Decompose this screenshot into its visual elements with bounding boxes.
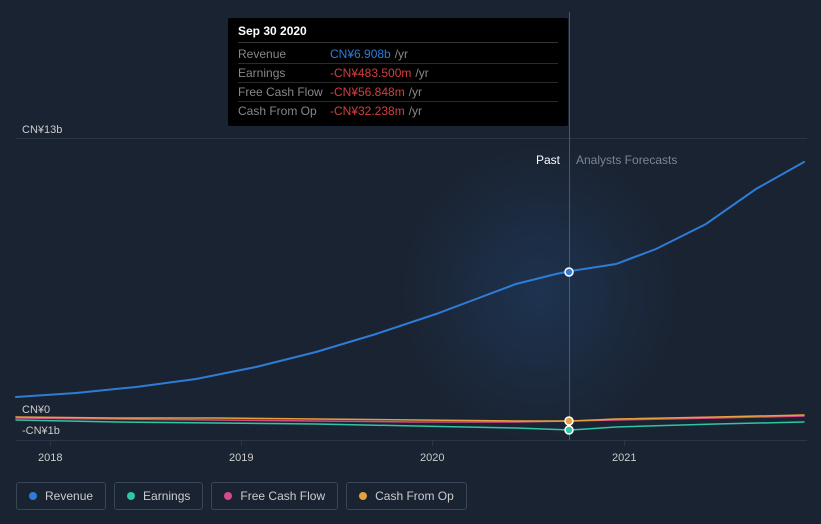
chart-svg	[16, 124, 804, 440]
tooltip-row: Earnings-CN¥483.500m/yr	[238, 64, 558, 83]
x-axis-label: 2019	[229, 452, 253, 464]
legend-dot-icon	[359, 492, 367, 500]
legend-dot-icon	[224, 492, 232, 500]
tooltip-row-value: CN¥6.908b	[330, 47, 391, 61]
tooltip-date: Sep 30 2020	[238, 24, 558, 43]
tooltip-row: RevenueCN¥6.908b/yr	[238, 45, 558, 64]
x-axis-label: 2021	[612, 452, 636, 464]
tooltip-row-suffix: /yr	[409, 85, 422, 99]
series-marker-cash-from-op	[565, 417, 573, 425]
tooltip-row-label: Free Cash Flow	[238, 85, 330, 99]
legend-label: Cash From Op	[375, 489, 454, 503]
legend-label: Earnings	[143, 489, 190, 503]
tooltip-row: Cash From Op-CN¥32.238m/yr	[238, 102, 558, 120]
series-revenue	[16, 162, 804, 397]
legend-cash-from-op[interactable]: Cash From Op	[346, 482, 467, 510]
legend-free-cash-flow[interactable]: Free Cash Flow	[211, 482, 338, 510]
tooltip-row: Free Cash Flow-CN¥56.848m/yr	[238, 83, 558, 102]
tooltip-row-suffix: /yr	[409, 104, 422, 118]
legend-dot-icon	[127, 492, 135, 500]
tooltip-row-label: Cash From Op	[238, 104, 330, 118]
series-marker-revenue	[565, 268, 573, 276]
tooltip-rows: RevenueCN¥6.908b/yrEarnings-CN¥483.500m/…	[238, 45, 558, 120]
tooltip-row-value: -CN¥32.238m	[330, 104, 405, 118]
x-axis-label: 2020	[420, 452, 444, 464]
legend-revenue[interactable]: Revenue	[16, 482, 106, 510]
tooltip-row-value: -CN¥483.500m	[330, 66, 411, 80]
legend: Revenue Earnings Free Cash Flow Cash From O…	[16, 482, 467, 510]
axis-line	[16, 440, 807, 441]
legend-dot-icon	[29, 492, 37, 500]
chart-area[interactable]: CN¥13bCN¥0-CN¥1bPastAnalysts Forecasts20…	[16, 124, 807, 470]
tooltip-row-value: -CN¥56.848m	[330, 85, 405, 99]
tooltip-row-suffix: /yr	[395, 47, 408, 61]
legend-label: Revenue	[45, 489, 93, 503]
x-axis-label: 2018	[38, 452, 62, 464]
legend-label: Free Cash Flow	[240, 489, 325, 503]
tooltip-row-label: Earnings	[238, 66, 330, 80]
series-cash-from-op	[16, 415, 804, 421]
series-marker-earnings	[565, 426, 573, 434]
tooltip-row-label: Revenue	[238, 47, 330, 61]
chart-tooltip: Sep 30 2020 RevenueCN¥6.908b/yrEarnings-…	[228, 18, 568, 126]
legend-earnings[interactable]: Earnings	[114, 482, 203, 510]
tooltip-row-suffix: /yr	[415, 66, 428, 80]
